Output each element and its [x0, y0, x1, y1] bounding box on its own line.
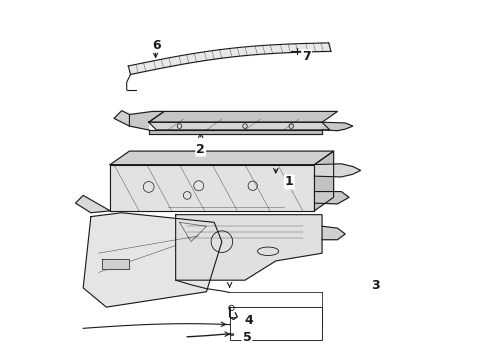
Polygon shape — [322, 226, 345, 240]
Polygon shape — [148, 130, 322, 134]
Text: 7: 7 — [302, 50, 311, 63]
Text: 1: 1 — [285, 175, 294, 188]
Text: 5: 5 — [243, 332, 251, 345]
Polygon shape — [322, 122, 353, 131]
Polygon shape — [148, 122, 330, 130]
Polygon shape — [83, 213, 222, 307]
Text: 6: 6 — [152, 39, 161, 51]
Polygon shape — [75, 195, 110, 213]
Polygon shape — [148, 112, 338, 122]
Text: 4: 4 — [245, 314, 253, 327]
Polygon shape — [114, 111, 129, 126]
Polygon shape — [315, 192, 349, 204]
Polygon shape — [175, 215, 322, 280]
Polygon shape — [315, 151, 334, 211]
Polygon shape — [315, 164, 361, 177]
Polygon shape — [129, 112, 164, 130]
Text: 3: 3 — [372, 279, 380, 292]
Polygon shape — [110, 165, 315, 211]
Polygon shape — [110, 151, 334, 165]
Text: 2: 2 — [196, 143, 205, 156]
Polygon shape — [102, 259, 129, 269]
